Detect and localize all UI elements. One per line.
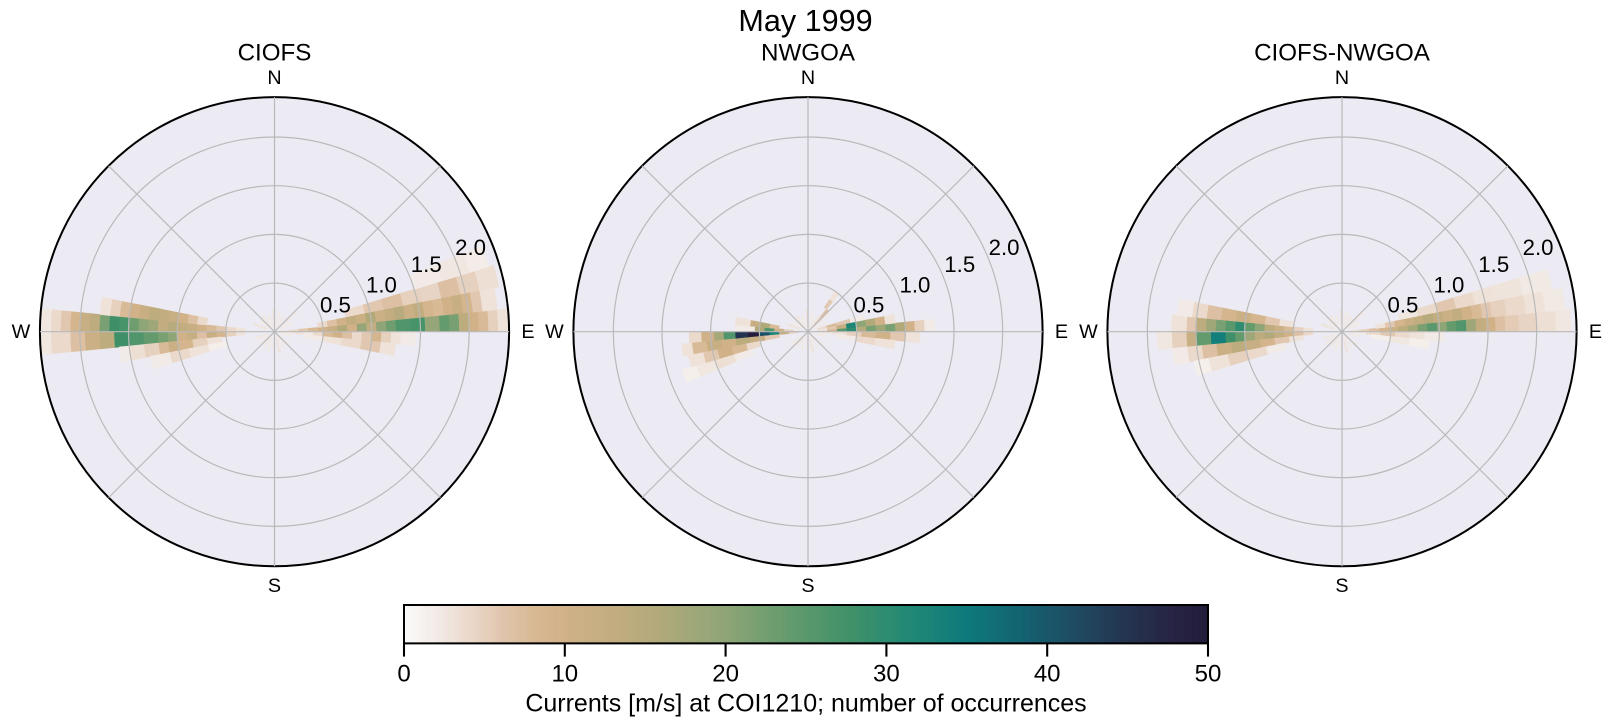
svg-text:30: 30	[873, 661, 900, 688]
svg-text:0.5: 0.5	[1388, 293, 1419, 318]
svg-text:CIOFS: CIOFS	[238, 39, 312, 66]
svg-text:1.5: 1.5	[411, 252, 442, 277]
svg-text:40: 40	[1034, 661, 1061, 688]
svg-text:S: S	[1335, 575, 1348, 597]
svg-text:May 1999: May 1999	[738, 4, 872, 38]
svg-text:1.0: 1.0	[900, 273, 931, 298]
svg-text:0: 0	[397, 661, 410, 688]
svg-text:1.5: 1.5	[1478, 252, 1509, 277]
svg-text:2.0: 2.0	[989, 235, 1020, 260]
svg-text:S: S	[801, 575, 814, 597]
svg-text:N: N	[267, 67, 281, 89]
svg-text:N: N	[801, 67, 815, 89]
svg-text:CIOFS-NWGOA: CIOFS-NWGOA	[1254, 39, 1431, 66]
svg-text:W: W	[12, 321, 31, 343]
svg-text:10: 10	[551, 661, 578, 688]
svg-text:Currents [m/s] at COI1210; num: Currents [m/s] at COI1210; number of occ…	[525, 690, 1086, 718]
svg-text:W: W	[545, 321, 564, 343]
svg-text:0.5: 0.5	[320, 293, 351, 318]
svg-text:1.0: 1.0	[366, 273, 397, 298]
svg-text:E: E	[1589, 321, 1602, 343]
svg-text:W: W	[1079, 321, 1098, 343]
svg-text:20: 20	[712, 661, 739, 688]
svg-text:2.0: 2.0	[455, 235, 486, 260]
svg-text:N: N	[1335, 67, 1349, 89]
svg-text:E: E	[1055, 321, 1068, 343]
svg-text:0.5: 0.5	[854, 293, 885, 318]
svg-text:NWGOA: NWGOA	[761, 39, 856, 66]
svg-text:50: 50	[1195, 661, 1222, 688]
svg-text:S: S	[268, 575, 281, 597]
svg-text:1.0: 1.0	[1433, 273, 1464, 298]
svg-text:1.5: 1.5	[944, 252, 975, 277]
svg-text:E: E	[521, 321, 534, 343]
svg-text:2.0: 2.0	[1523, 235, 1554, 260]
